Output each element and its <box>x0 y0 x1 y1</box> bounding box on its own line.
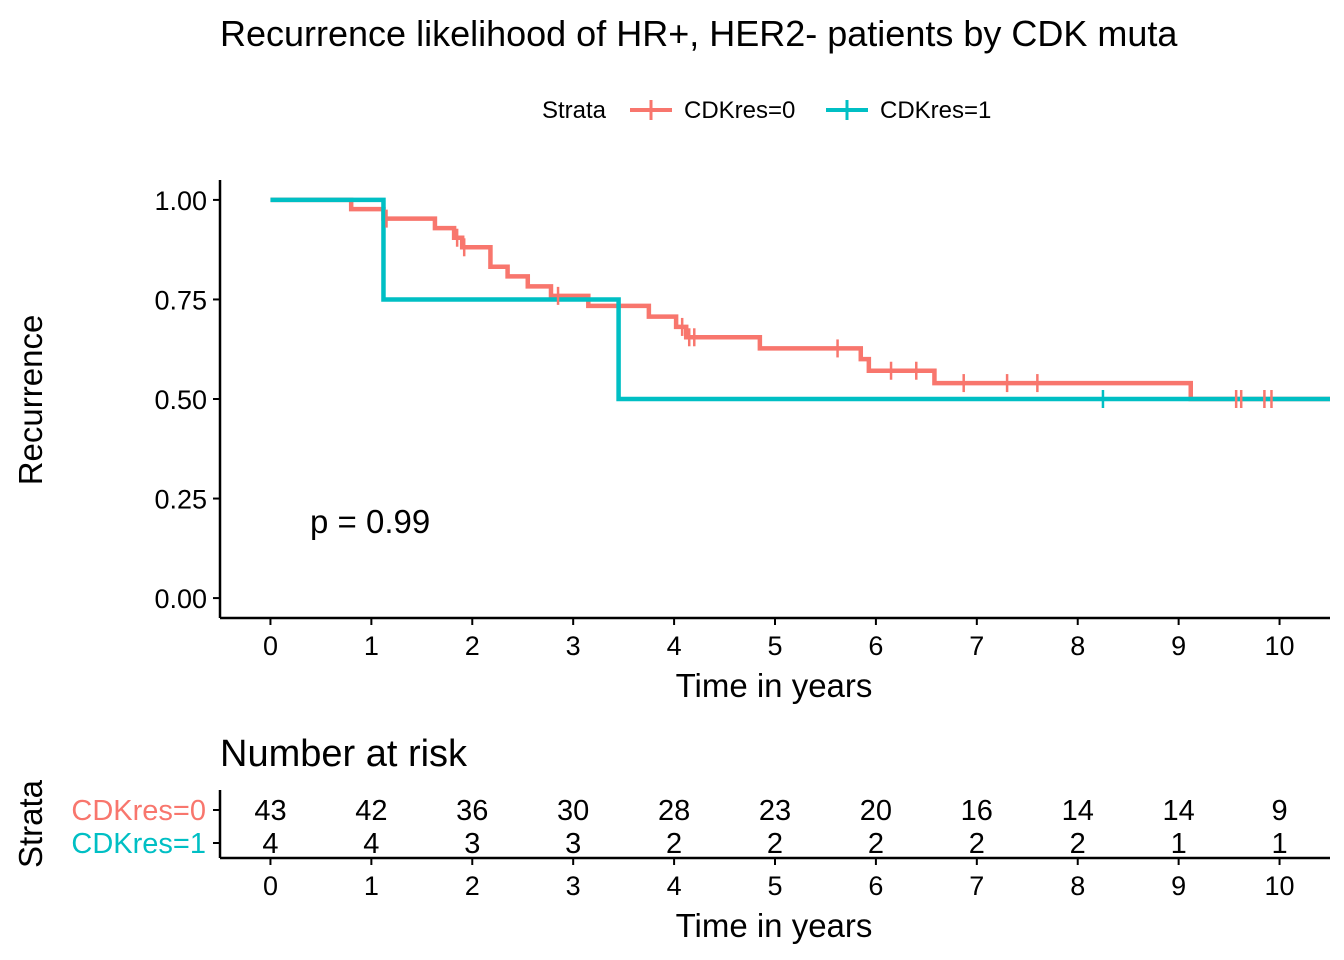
risk-strata-label: CDKres=1 <box>71 828 206 860</box>
risk-count: 16 <box>961 795 993 827</box>
risk-x-tick-label: 1 <box>364 871 379 901</box>
risk-table-axes: 0 1 2 3 4 5 6 7 8 9 10 <box>213 790 1330 901</box>
risk-count: 14 <box>1163 795 1195 827</box>
risk-count: 3 <box>464 828 480 860</box>
km-curve-stratum-1 <box>270 197 1330 402</box>
risk-count: 4 <box>262 828 278 860</box>
risk-x-tick-label: 0 <box>263 871 278 901</box>
risk-count: 9 <box>1271 795 1287 827</box>
risk-table-y-label: Strata <box>12 779 49 868</box>
risk-count: 28 <box>658 795 690 827</box>
risk-count: 4 <box>363 828 379 860</box>
legend-label: CDKres=1 <box>880 97 991 124</box>
x-tick-label: 5 <box>767 631 782 661</box>
km-curve-stratum-0 <box>270 197 1330 402</box>
y-tick-label: 0.75 <box>154 285 207 315</box>
x-tick-label: 9 <box>1171 631 1186 661</box>
risk-x-tick-label: 5 <box>767 871 782 901</box>
x-tick-label: 10 <box>1265 631 1295 661</box>
x-tick-label: 3 <box>566 631 581 661</box>
risk-count: 2 <box>666 828 682 860</box>
survival-curves <box>270 197 1330 402</box>
legend: Strata CDKres=0 CDKres=1 <box>542 97 991 124</box>
risk-count: 36 <box>456 795 488 827</box>
y-tick-label: 0.25 <box>154 485 207 515</box>
risk-count: 2 <box>1070 828 1086 860</box>
risk-count: 2 <box>868 828 884 860</box>
x-tick-label: 6 <box>868 631 883 661</box>
x-tick-label: 0 <box>263 631 278 661</box>
risk-table-x-label: Time in years <box>676 907 873 944</box>
x-tick-label: 1 <box>364 631 379 661</box>
risk-count: 3 <box>565 828 581 860</box>
risk-x-tick-label: 6 <box>868 871 883 901</box>
risk-count: 42 <box>355 795 387 827</box>
y-tick-label: 0.50 <box>154 385 207 415</box>
risk-x-tick-label: 7 <box>969 871 984 901</box>
risk-count: 14 <box>1062 795 1094 827</box>
risk-x-tick-label: 4 <box>667 871 682 901</box>
x-tick-label: 7 <box>969 631 984 661</box>
risk-strata-label: CDKres=0 <box>71 795 206 827</box>
legend-title: Strata <box>542 97 607 124</box>
x-tick-label: 4 <box>667 631 682 661</box>
risk-count: 1 <box>1271 828 1287 860</box>
y-tick-label: 0.00 <box>154 584 207 614</box>
risk-count: 2 <box>969 828 985 860</box>
risk-count: 20 <box>860 795 892 827</box>
risk-x-tick-label: 10 <box>1265 871 1295 901</box>
legend-label: CDKres=0 <box>684 97 795 124</box>
legend-item-stratum-0: CDKres=0 <box>630 97 795 124</box>
x-tick-label: 2 <box>465 631 480 661</box>
p-value-annotation: p = 0.99 <box>310 503 430 540</box>
risk-x-tick-label: 8 <box>1070 871 1085 901</box>
x-axis-label: Time in years <box>676 667 873 704</box>
risk-table-values: 43 42 36 30 28 23 20 16 14 14 94 4 3 3 2 2 2 2 2 1 1 <box>254 795 1287 860</box>
y-tick-label: 1.00 <box>154 186 207 216</box>
risk-count: 43 <box>254 795 286 827</box>
risk-count: 1 <box>1171 828 1187 860</box>
survival-plot-axes: 0.00 0.25 0.50 0.75 1.00 0 1 2 3 4 5 6 7 8 9 10 <box>154 180 1330 661</box>
risk-count: 30 <box>557 795 589 827</box>
risk-x-tick-label: 9 <box>1171 871 1186 901</box>
risk-table-title: Number at risk <box>220 733 468 775</box>
risk-count: 2 <box>767 828 783 860</box>
chart-title: Recurrence likelihood of HR+, HER2- pati… <box>220 13 1178 54</box>
risk-x-tick-label: 3 <box>566 871 581 901</box>
risk-count: 23 <box>759 795 791 827</box>
legend-item-stratum-1: CDKres=1 <box>826 97 991 124</box>
censor-marks <box>385 209 1273 408</box>
y-axis-label: Recurrence <box>12 315 49 486</box>
x-tick-label: 8 <box>1070 631 1085 661</box>
risk-x-tick-label: 2 <box>465 871 480 901</box>
